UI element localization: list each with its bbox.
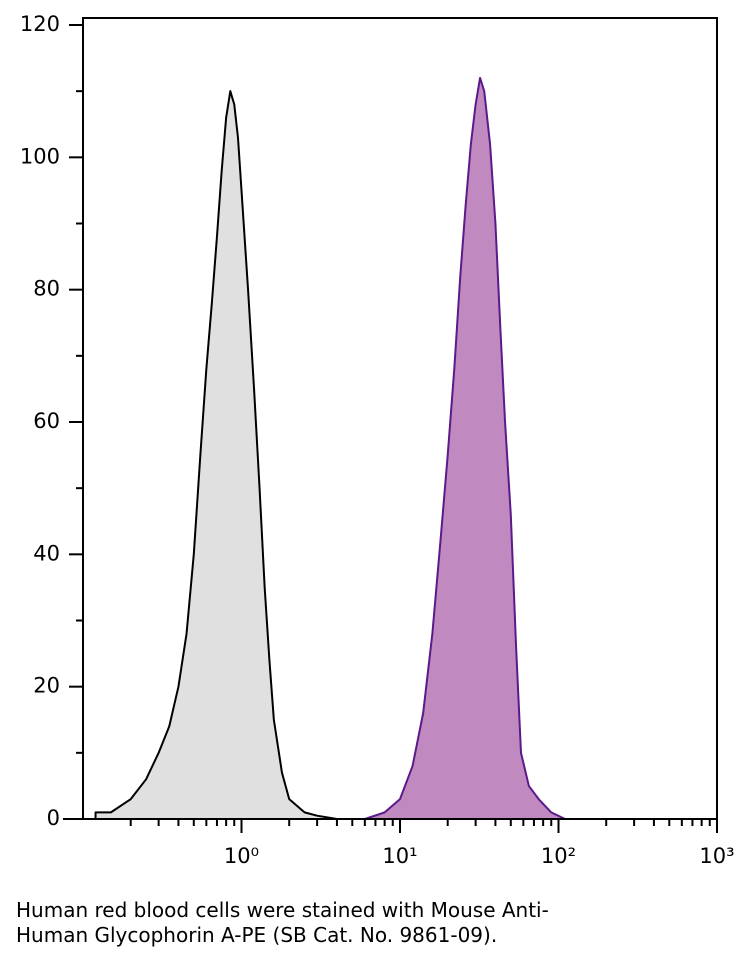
y-tick-label: 60 bbox=[33, 409, 60, 433]
y-tick-label: 120 bbox=[20, 12, 60, 36]
histogram-area bbox=[94, 90, 338, 820]
caption-line: Human red blood cells were stained with … bbox=[16, 898, 549, 922]
caption-line: Human Glycophorin A-PE (SB Cat. No. 9861… bbox=[16, 923, 498, 947]
y-tick-label: 40 bbox=[33, 541, 60, 565]
x-tick-label: 10⁰ bbox=[224, 844, 259, 868]
y-tick-label: 20 bbox=[33, 674, 60, 698]
y-tick-label: 100 bbox=[20, 144, 60, 168]
x-tick-label: 10² bbox=[541, 844, 576, 868]
plot-frame bbox=[82, 17, 718, 819]
histogram-area bbox=[363, 76, 567, 820]
chart: 0 20 40 60 80 100 120 10⁰ 10¹ 10² 10³ bbox=[20, 12, 735, 868]
x-tick-label: 10¹ bbox=[382, 844, 417, 868]
x-tick-label: 10³ bbox=[699, 844, 734, 868]
y-tick-label: 80 bbox=[33, 277, 60, 301]
y-tick-label: 0 bbox=[47, 806, 60, 830]
